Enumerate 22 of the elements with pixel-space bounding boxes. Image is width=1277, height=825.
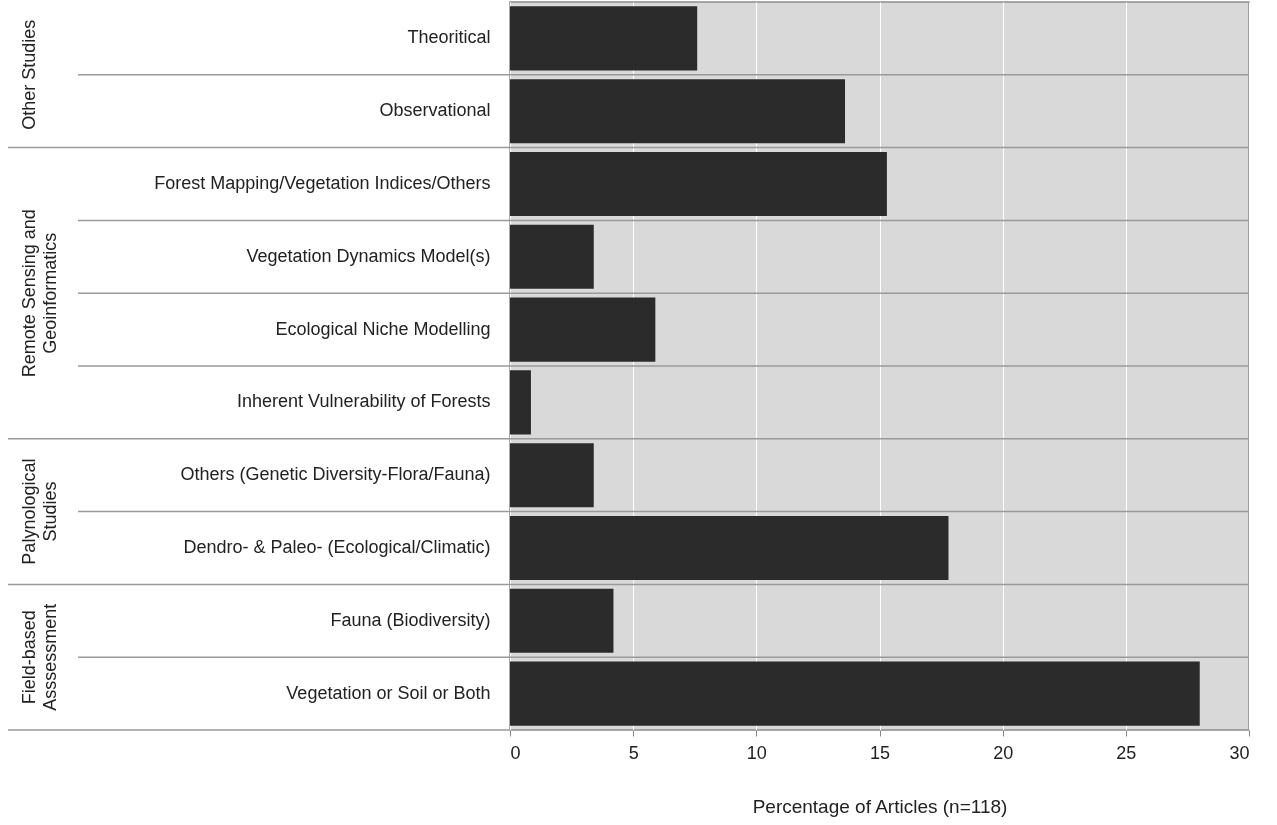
y-tick-label: Theoritical (407, 27, 491, 48)
x-tick-label: 20 (993, 742, 1014, 763)
x-tick-label: 15 (869, 742, 891, 763)
text: Other Studies (19, 19, 39, 130)
x-tick-label: 10 (746, 742, 767, 763)
text: Field-based Asssessment (19, 603, 60, 711)
x-tick-label: 5 (628, 742, 639, 763)
y-tick-label: Inherent Vulnerability of Forests (237, 391, 491, 412)
text: Palynological Studies (19, 458, 60, 565)
y-tick-label: Ecological Niche Modelling (275, 318, 491, 339)
x-axis-title: Percentage of Articles (n=118) (752, 795, 1008, 817)
y-tick-label: Vegetation or Soil or Both (286, 682, 491, 703)
y-tick-label: Dendro- & Paleo- (Ecological/Climatic) (183, 537, 491, 557)
y-tick-label: Fauna (Biodiversity) (330, 609, 491, 630)
text: Remote Sensing and Geoinformatics (19, 209, 60, 378)
y-tick-label: Vegetation Dynamics Model(s) (246, 245, 491, 266)
y-tick-label: Forest Mapping/Vegetation Indices/Others (154, 173, 491, 193)
y-tick-label: Observational (379, 100, 491, 121)
x-tick-label: 30 (1229, 742, 1250, 763)
x-tick-label: 25 (1116, 742, 1137, 763)
y-tick-label: Others (Genetic Diversity-Flora/Fauna) (180, 464, 491, 485)
x-tick-label: 0 (510, 742, 521, 763)
